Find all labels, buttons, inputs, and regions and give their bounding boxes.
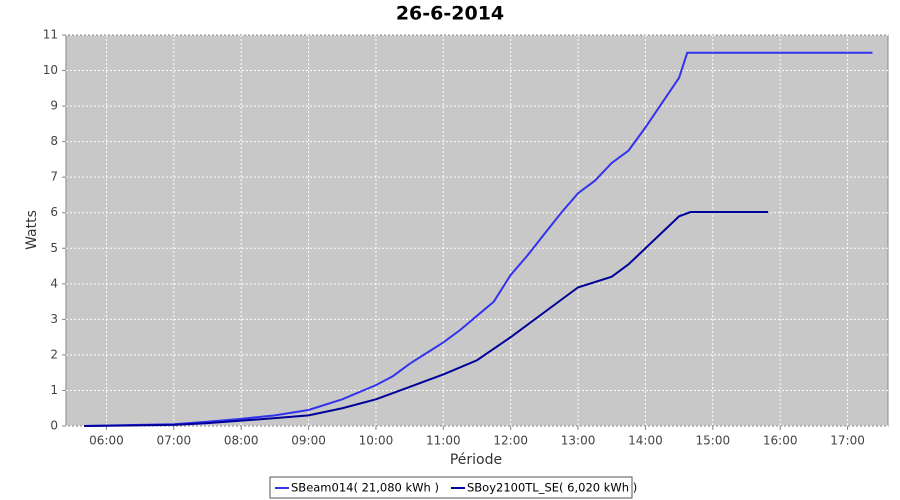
y-tick-label: 3 (50, 312, 58, 326)
y-tick-label: 10 (43, 63, 58, 77)
y-tick-label: 1 (50, 383, 58, 397)
y-tick-label: 0 (50, 419, 58, 433)
y-tick-label: 5 (50, 241, 58, 255)
x-tick-label: 07:00 (157, 434, 192, 448)
x-axis-label: Période (450, 452, 502, 468)
x-tick-label: 10:00 (359, 434, 394, 448)
legend-label: SBeam014( 21,080 kWh ) (291, 481, 439, 495)
x-tick-label: 12:00 (493, 434, 528, 448)
x-tick-label: 09:00 (291, 434, 326, 448)
x-tick-label: 15:00 (696, 434, 731, 448)
y-tick-label: 11 (43, 28, 58, 42)
x-tick-label: 16:00 (763, 434, 798, 448)
x-tick-label: 17:00 (830, 434, 865, 448)
y-tick-label: 6 (50, 205, 58, 219)
x-tick-label: 14:00 (628, 434, 663, 448)
x-tick-label: 11:00 (426, 434, 461, 448)
chart-title: 26-6-2014 (396, 3, 504, 25)
y-tick-label: 7 (50, 170, 58, 184)
x-tick-label: 08:00 (224, 434, 259, 448)
data-line (84, 211, 769, 427)
x-tick-label: 06:00 (89, 434, 124, 448)
y-axis-label: Watts (24, 210, 40, 250)
y-tick-label: 9 (50, 99, 58, 113)
legend-label: SBoy2100TL_SE( 6,020 kWh ) (467, 481, 637, 495)
y-tick-label: 4 (50, 276, 58, 290)
y-tick-label: 2 (50, 347, 58, 361)
y-tick-label: 8 (50, 134, 58, 148)
plot-area (65, 34, 889, 427)
x-tick-label: 13:00 (561, 434, 596, 448)
data-line (84, 51, 873, 427)
